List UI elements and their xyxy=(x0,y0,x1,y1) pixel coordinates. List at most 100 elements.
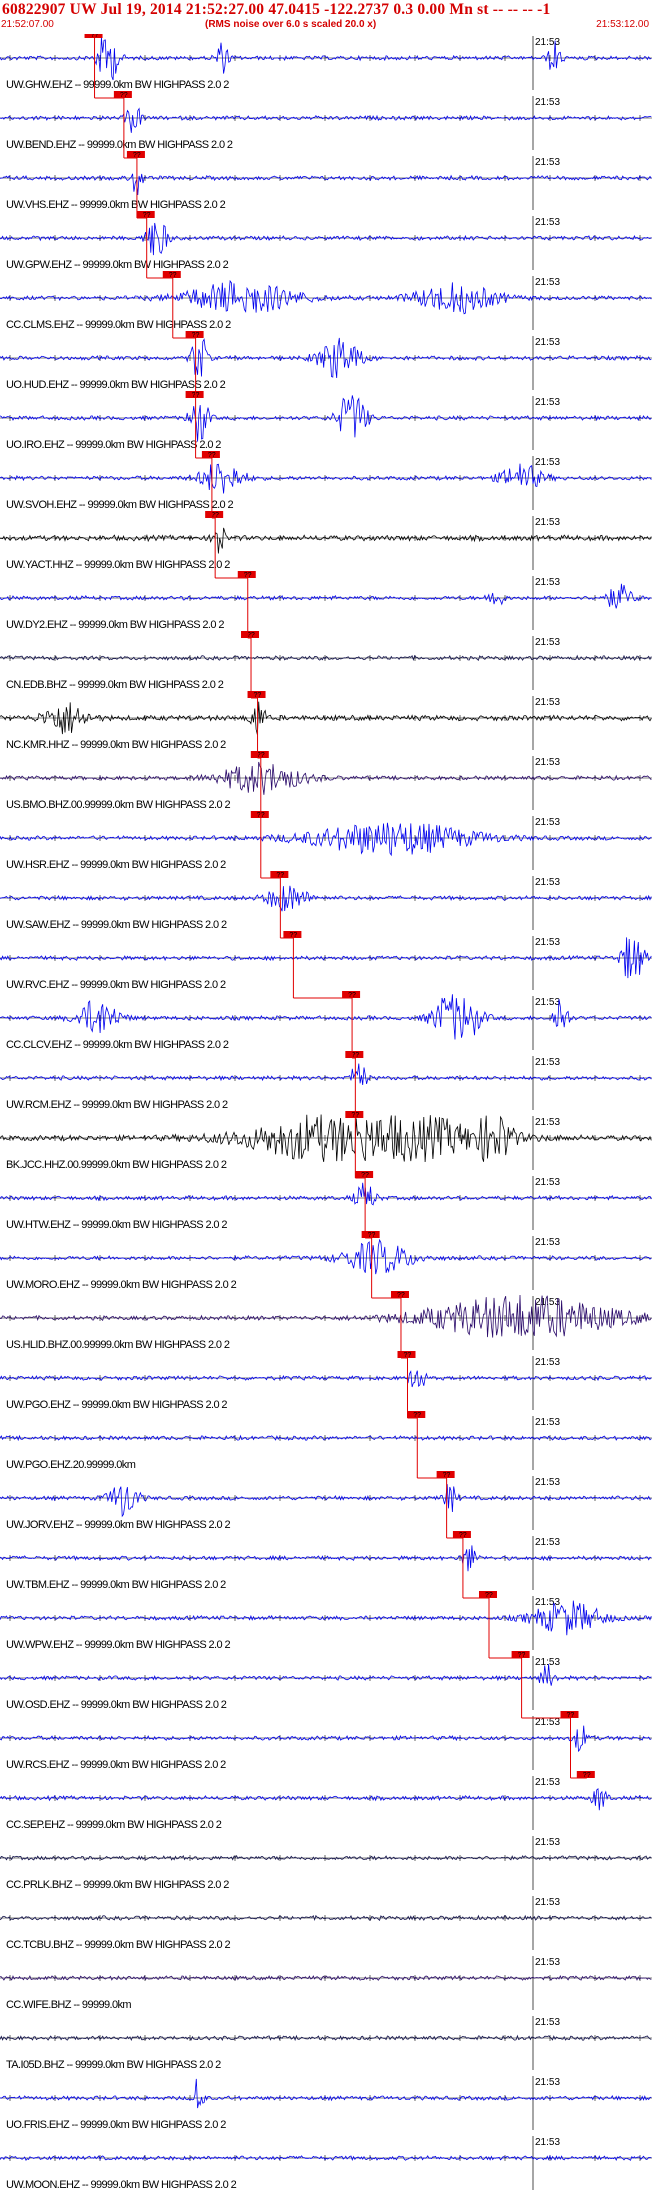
pick-label: ?? xyxy=(254,692,262,699)
trace-row: 21:53 CN.EDB.BHZ -- 99999.0km BW HIGHPASS… xyxy=(0,631,652,691)
pick-label: ?? xyxy=(169,272,177,279)
time-mark-label: 21:53 xyxy=(535,1477,560,1488)
station-label: UO.FRIS.EHZ -- 99999.0km BW HIGHPASS 2.0… xyxy=(6,2119,226,2131)
pick-marker: ?? xyxy=(361,1231,380,1239)
station-label: UO.IRO.EHZ -- 99999.0km BW HIGHPASS 2.0 … xyxy=(6,439,221,451)
station-label: UW.TBM.EHZ -- 99999.0km BW HIGHPASS 2.0 … xyxy=(6,1579,226,1591)
pick-label: ?? xyxy=(413,1412,421,1419)
waveform xyxy=(0,337,652,379)
pick-marker: ?? xyxy=(247,691,266,699)
pick-box xyxy=(342,991,361,998)
pick-box xyxy=(250,751,269,758)
trace-row: 21:53 UW.GHW.EHZ -- 99999.0km BW HIGHPASS… xyxy=(0,34,652,91)
station-label: UW.GPW.EHZ -- 99999.0km BW HIGHPASS 2.0 … xyxy=(6,259,229,271)
pick-label: ?? xyxy=(276,872,284,879)
noise-scale-note: (RMS noise over 6.0 s scaled 20.0 x) xyxy=(205,19,377,30)
station-label: UW.PGO.EHZ.20.99999.0km xyxy=(6,1459,136,1471)
waveform xyxy=(0,1434,652,1442)
pick-marker: ?? xyxy=(345,1111,364,1119)
waveform xyxy=(0,701,652,735)
waveform xyxy=(0,1238,652,1275)
trace-row: 21:53 CC.CLMS.EHZ -- 99999.0km BW HIGHPAS… xyxy=(0,271,652,331)
trace-row: 21:53 TA.I05D.BHZ -- 99999.0km BW HIGHPAS… xyxy=(0,2016,652,2071)
pick-box xyxy=(479,1591,497,1598)
trace-row: 21:53 UW.RVC.EHZ -- 99999.0km BW HIGHPASS… xyxy=(0,931,652,991)
pick-box xyxy=(185,391,204,398)
pick-box xyxy=(113,91,132,98)
waveform xyxy=(0,1484,652,1518)
pick-marker: ?? xyxy=(185,391,204,399)
pick-marker: ?? xyxy=(201,451,220,459)
trace-row: 21:53 NC.KMR.HHZ -- 99999.0km BW HIGHPASS… xyxy=(0,691,652,751)
pick-label: ?? xyxy=(518,1652,526,1659)
time-mark-label: 21:53 xyxy=(535,1417,560,1428)
time-mark-label: 21:53 xyxy=(535,217,560,228)
pick-box xyxy=(250,811,269,818)
time-mark-label: 21:53 xyxy=(535,157,560,168)
trace-row: 21:53 UW.DY2.EHZ -- 99999.0km BW HIGHPASS… xyxy=(0,571,652,631)
station-label: CC.PRLK.BHZ -- 99999.0km BW HIGHPASS 2.0… xyxy=(6,1879,229,1891)
waveform xyxy=(0,1725,652,1753)
time-mark-label: 21:53 xyxy=(535,1117,560,1128)
trace-row: 21:53 UW.RCM.EHZ -- 99999.0km BW HIGHPASS… xyxy=(0,1051,652,1111)
waveform xyxy=(0,761,652,795)
pick-label: ?? xyxy=(120,92,128,99)
waveform xyxy=(0,1370,652,1388)
time-mark-label: 21:53 xyxy=(535,1837,560,1848)
pick-box xyxy=(452,1531,471,1538)
trace-row: 21:53 US.BMO.BHZ.00.99999.0km BW HIGHPASS… xyxy=(0,751,652,811)
trace-row: 21:53 UW.MOON.EHZ -- 99999.0km BW HIGHPAS… xyxy=(0,2136,652,2191)
pick-label: ?? xyxy=(361,1172,369,1179)
trace-row: 21:53 UW.VHS.EHZ -- 99999.0km BW HIGHPASS… xyxy=(0,151,652,211)
waveform xyxy=(0,1063,652,1086)
station-label: CC.CLMS.EHZ -- 99999.0km BW HIGHPASS 2.0… xyxy=(6,319,231,331)
waveform xyxy=(0,463,652,494)
waveform xyxy=(0,885,652,912)
time-mark-label: 21:53 xyxy=(535,697,560,708)
pick-marker: ?? xyxy=(390,1291,409,1299)
time-mark-label: 21:53 xyxy=(535,457,560,468)
waveform xyxy=(0,37,652,81)
pick-label: ?? xyxy=(351,1052,359,1059)
station-label: UW.MORO.EHZ -- 99999.0km BW HIGHPASS 2.0… xyxy=(6,1279,237,1291)
pick-marker: ?? xyxy=(342,991,361,999)
time-mark-label: 21:53 xyxy=(535,1897,560,1908)
time-mark-label: 21:53 xyxy=(535,817,560,828)
pick-box xyxy=(270,871,289,878)
station-label: UW.HSR.EHZ -- 99999.0km BW HIGHPASS 2.0 … xyxy=(6,859,226,871)
trace-row: 21:53 UO.HUD.EHZ -- 99999.0km BW HIGHPASS… xyxy=(0,331,652,391)
time-mark-label: 21:53 xyxy=(535,37,560,48)
pick-label: ?? xyxy=(289,932,297,939)
trace-row: 21:53 UW.PGO.EHZ.20.99999.0km?? xyxy=(0,1411,652,1471)
pick-box xyxy=(84,34,103,38)
waveform xyxy=(0,173,652,196)
pick-marker: ?? xyxy=(84,34,103,39)
station-label: CC.WIFE.BHZ -- 99999.0km xyxy=(6,1999,131,2011)
pick-marker: ?? xyxy=(126,151,145,159)
station-label: CC.SEP.EHZ -- 99999.0km BW HIGHPASS 2.0 … xyxy=(6,1819,222,1831)
waveform xyxy=(0,583,652,609)
pick-label: ?? xyxy=(583,1772,591,1779)
pick-label: ?? xyxy=(404,1352,412,1359)
station-label: UW.WPW.EHZ -- 99999.0km BW HIGHPASS 2.0 … xyxy=(6,1639,230,1651)
pick-label: ?? xyxy=(257,752,265,759)
station-label: UW.DY2.EHZ -- 99999.0km BW HIGHPASS 2.0 … xyxy=(6,619,224,631)
waveform xyxy=(0,937,652,979)
station-label: TA.I05D.BHZ -- 99999.0km BW HIGHPASS 2.0… xyxy=(6,2059,221,2071)
time-mark-label: 21:53 xyxy=(535,517,560,528)
pick-box xyxy=(162,271,181,278)
pick-marker: ?? xyxy=(237,571,256,579)
station-label: CN.EDB.BHZ -- 99999.0km BW HIGHPASS 2.0 … xyxy=(6,679,224,691)
time-mark-label: 21:53 xyxy=(535,1357,560,1368)
plot-header: 60822907 UW Jul 19, 2014 21:52:27.00 47.… xyxy=(0,0,652,34)
pick-label: ?? xyxy=(133,152,141,159)
pick-box xyxy=(361,1231,380,1238)
pick-marker: ?? xyxy=(511,1651,530,1659)
pick-box xyxy=(201,451,220,458)
start-time-label: 21:52:07.00 xyxy=(1,19,54,30)
waveform xyxy=(0,1914,652,1922)
pick-marker: ?? xyxy=(250,751,269,759)
waveform xyxy=(0,279,652,315)
pick-box xyxy=(390,1291,409,1298)
trace-row: 21:53 UW.WPW.EHZ -- 99999.0km BW HIGHPASS… xyxy=(0,1591,652,1651)
